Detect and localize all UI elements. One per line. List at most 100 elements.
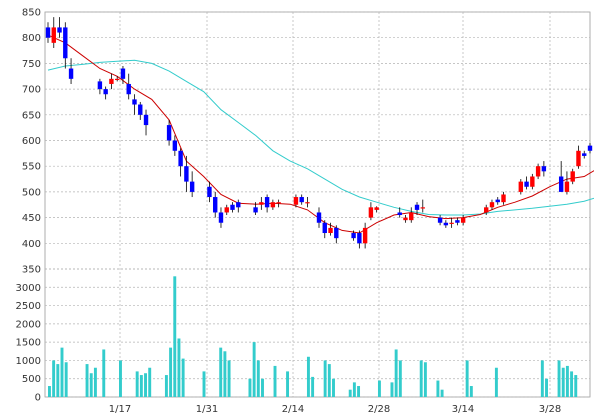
volume-bar xyxy=(494,367,498,397)
volume-tick-label: 1500 xyxy=(16,338,41,349)
date-tick-label: 1/31 xyxy=(196,404,218,415)
volume-bar xyxy=(440,389,444,397)
volume-bar xyxy=(306,356,310,397)
volume-bar xyxy=(139,375,143,397)
volume-bar xyxy=(332,378,335,397)
candle-body xyxy=(501,194,506,203)
candle-body xyxy=(316,212,322,223)
date-tick-label: 2/14 xyxy=(282,404,304,415)
candle-body xyxy=(166,125,172,141)
volume-bar xyxy=(181,358,185,397)
volume-tick-label: 1000 xyxy=(16,356,41,367)
price-tick-label: 400 xyxy=(22,239,41,250)
candle-body xyxy=(564,181,570,192)
candle-body xyxy=(178,150,183,167)
candle-body xyxy=(334,227,339,239)
volume-bar xyxy=(557,360,561,397)
price-tick-label: 550 xyxy=(22,162,41,173)
volume-bar xyxy=(252,342,256,397)
candle-body xyxy=(236,202,241,208)
volume-bar xyxy=(436,380,440,397)
candle-body xyxy=(443,222,449,226)
candle-body xyxy=(518,181,524,192)
candle-body xyxy=(45,27,51,38)
volume-tick-label: 2000 xyxy=(16,319,41,330)
date-tick-label: 1/17 xyxy=(109,404,131,415)
candle-body xyxy=(230,204,235,210)
volume-bar xyxy=(227,360,231,397)
volume-bar xyxy=(574,375,578,397)
price-tick-label: 650 xyxy=(22,110,41,121)
candle-body xyxy=(535,166,541,177)
candle-body xyxy=(120,68,126,79)
candle-body xyxy=(437,217,443,223)
volume-bar xyxy=(273,365,277,397)
volume-bar xyxy=(219,347,223,397)
candle-body xyxy=(213,197,218,213)
candle-body xyxy=(484,207,489,213)
ma-long-line xyxy=(47,59,594,216)
volume-bar xyxy=(261,378,264,397)
candle-body xyxy=(351,233,356,239)
volume-bar xyxy=(398,360,402,397)
volume-tick-label: 500 xyxy=(22,374,41,385)
candle-body xyxy=(51,27,56,43)
volume-bar xyxy=(323,360,327,397)
price-tick-label: 450 xyxy=(22,213,41,224)
volume-bar xyxy=(164,375,168,397)
candle-body xyxy=(126,83,131,95)
volume-bar xyxy=(256,360,260,397)
candle-body xyxy=(455,220,460,223)
price-tick-label: 350 xyxy=(22,265,41,276)
volume-bar xyxy=(545,378,548,397)
volume-bar xyxy=(102,349,106,397)
volume-bar xyxy=(394,349,398,397)
volume-bar xyxy=(173,276,177,397)
volume-bar xyxy=(177,338,181,397)
candle-body xyxy=(276,202,281,204)
moving-average-lines xyxy=(47,34,594,234)
candle-body xyxy=(218,212,224,223)
volume-bar xyxy=(423,362,427,397)
volume-bars xyxy=(48,276,578,397)
date-tick-label: 2/28 xyxy=(368,404,390,415)
candle-body xyxy=(132,99,137,105)
axis-labels: 350 400 450 500 550 600 650 700 750 800 850 0 500 100… xyxy=(16,8,562,416)
price-tick-label: 750 xyxy=(22,59,41,70)
candle-body xyxy=(138,104,143,115)
volume-bar xyxy=(52,360,56,397)
candle-body xyxy=(293,197,299,205)
candle-body xyxy=(460,217,466,223)
candle-body xyxy=(264,197,270,208)
candle-body xyxy=(57,27,62,33)
volume-bar xyxy=(348,389,352,397)
candle-body xyxy=(114,78,120,81)
candle-body xyxy=(570,171,575,182)
candle-body xyxy=(368,207,374,218)
volume-bar xyxy=(248,378,252,397)
volume-bar xyxy=(465,360,469,397)
candle-body xyxy=(357,233,362,244)
price-tick-label: 800 xyxy=(22,33,41,44)
price-tick-label: 700 xyxy=(22,85,41,96)
candle-body xyxy=(322,222,327,234)
volume-bar xyxy=(56,364,60,397)
candle-body xyxy=(172,140,178,151)
volume-bar xyxy=(377,380,381,397)
candle-body xyxy=(270,202,276,208)
volume-bar xyxy=(169,347,173,397)
candle-body xyxy=(97,81,103,90)
candle-body xyxy=(224,207,229,213)
candle-body xyxy=(530,176,535,187)
volume-bar xyxy=(357,386,361,397)
volume-bar xyxy=(419,360,423,397)
date-tick-label: 3/28 xyxy=(539,404,561,415)
volume-bar xyxy=(85,364,89,397)
candle-body xyxy=(489,202,495,208)
volume-bar xyxy=(89,373,93,397)
candle-body xyxy=(524,181,529,187)
volume-bar xyxy=(48,386,51,397)
candle-body xyxy=(582,153,587,156)
price-tick-label: 600 xyxy=(22,136,41,147)
